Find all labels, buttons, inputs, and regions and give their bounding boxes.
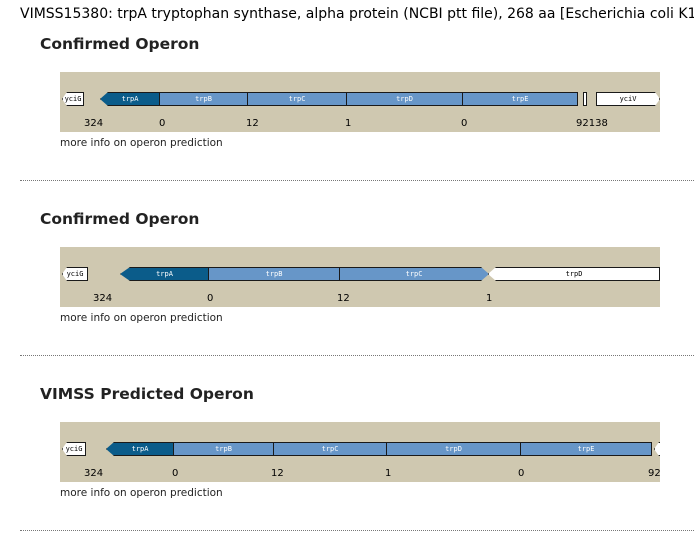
operon-diagram: yciG trpA trpB trpC trpD trpE yciV 324 0… [60,72,660,132]
gene-yciG[interactable]: yciG [62,442,86,456]
gene-label: trpD [445,445,462,453]
gene-label: trpB [215,445,232,453]
distance-label: 1 [385,468,392,479]
distance-label: 324 [84,118,104,129]
distance-label: 92138 [576,118,608,129]
gene-trpB[interactable]: trpB [208,267,340,281]
gene-trpC[interactable]: trpC [339,267,489,281]
distance-label: 0 [518,468,525,479]
gene-trpB[interactable]: trpB [159,92,248,106]
distance-label: 0 [159,118,166,129]
separator [20,355,694,356]
gene-label: trpA [156,270,173,278]
gene-trpE[interactable]: trpE [520,442,652,456]
gene-label: trpD [396,95,413,103]
gene-label: trpB [195,95,212,103]
gene-trpA[interactable]: trpA [106,442,174,456]
distance-label: 12 [271,468,284,479]
gene-label: yciV [619,95,637,103]
gene-trpD[interactable]: trpD [346,92,463,106]
separator [20,530,694,531]
gene-label: trpA [131,445,149,453]
gene-label: trpE [577,445,595,453]
distance-label: 1 [486,293,493,304]
distance-label: 12 [337,293,350,304]
gene-trpC[interactable]: trpC [247,92,347,106]
gene-label: trpE [511,95,529,103]
gene-label: trpC [321,445,339,453]
distance-label: 0 [207,293,214,304]
gene-trpD[interactable]: trpD [488,267,660,281]
gene-label: trpB [265,270,283,278]
more-info-link[interactable]: more info on operon prediction [60,312,223,324]
gene-yciG[interactable]: yciG [62,92,84,106]
gene-label: yciG [64,95,82,103]
gene-trpB[interactable]: trpB [173,442,274,456]
gene-label: yciG [66,270,84,278]
section-title: VIMSS Predicted Operon [40,385,254,403]
gene-trpA[interactable]: trpA [120,267,209,281]
distance-label: 324 [93,293,113,304]
operon-diagram: yciG trpA trpB trpC trpD 324 0 12 1 [60,247,660,307]
more-info-link[interactable]: more info on operon prediction [60,137,223,149]
distance-label: 12 [246,118,259,129]
gene-trpE[interactable]: trpE [462,92,578,106]
distance-label: 1 [345,118,352,129]
gene-trpA[interactable]: trpA [100,92,160,106]
distance-label: 92 [648,468,660,479]
gene-small[interactable] [583,92,587,106]
gene-label: trpD [565,270,583,278]
gene-next-arrow[interactable] [654,442,660,456]
gene-label: trpC [288,95,306,103]
section-title: Confirmed Operon [40,210,200,228]
distance-label: 324 [84,468,104,479]
gene-label: trpA [121,95,139,103]
operon-diagram: yciG trpA trpB trpC trpD trpE 324 0 12 1… [60,422,660,482]
gene-yciG[interactable]: yciG [62,267,88,281]
distance-label: 0 [172,468,179,479]
gene-trpC[interactable]: trpC [273,442,387,456]
separator [20,180,694,181]
gene-trpD[interactable]: trpD [386,442,521,456]
page-title: VIMSS15380: trpA tryptophan synthase, al… [20,6,694,22]
gene-yciV[interactable]: yciV [596,92,660,106]
more-info-link[interactable]: more info on operon prediction [60,487,223,499]
gene-label: trpC [405,270,423,278]
gene-label: yciG [65,445,83,453]
distance-label: 0 [461,118,468,129]
section-title: Confirmed Operon [40,35,200,53]
